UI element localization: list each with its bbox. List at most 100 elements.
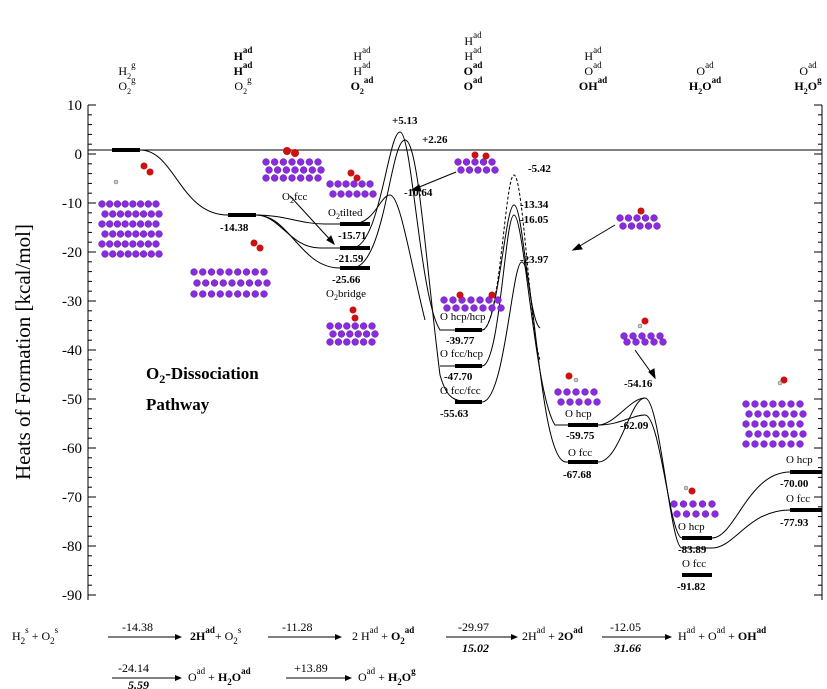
value-m70-00: -70.00	[780, 478, 809, 490]
state-header-line: Oad	[696, 60, 714, 78]
molecule-thumbnails	[98, 147, 807, 518]
site-o2tilted: O2tilted	[328, 207, 363, 221]
y-tick-label: -10	[62, 196, 82, 212]
site-labels: O2fcc O2tilted O2bridge O hcp/hcp O fcc/…	[282, 191, 813, 570]
state-header-line: Had	[353, 45, 371, 63]
barrier-m16-05: -16.05	[520, 214, 549, 226]
state-header-line: Had	[234, 60, 253, 78]
svg-text:H2s + O2s: H2s + O2s	[12, 625, 59, 646]
cluster-thumb-1	[98, 162, 163, 258]
step-2: -11.28	[282, 620, 313, 634]
step-4b: 31.66	[613, 641, 641, 655]
value-m14-38: -14.38	[220, 222, 249, 234]
slab-thumb-10	[670, 485, 719, 518]
state-headers: H2gO2gHadHadO2gHadHadO2adHadHadOadOadHad…	[118, 30, 822, 96]
y-tick-label: -60	[62, 441, 82, 457]
state-header-line: OHad	[579, 75, 607, 93]
y-tick-label: -30	[62, 294, 82, 310]
state-header-line: Had	[234, 45, 253, 63]
site-ofcc3: O fcc	[786, 493, 810, 505]
site-ofccfcc: O fcc/fcc	[440, 385, 481, 397]
site-ohcp2: O hcp	[678, 521, 705, 533]
state-header-line: H2g	[118, 60, 136, 81]
state-header-line: Oad	[464, 75, 483, 93]
svg-text:Had + Oad + OHad: Had + Oad + OHad	[678, 625, 766, 643]
state-header-line: Had	[353, 60, 371, 78]
state-header-line: H2Og	[794, 75, 822, 96]
barrier-values: +5.13 +2.26 -10.64 -5.42 -13.34 -16.05 -…	[392, 115, 653, 432]
path-o2fcc	[255, 131, 541, 331]
path-o2tilted	[255, 194, 426, 321]
value-m39-77: -39.77	[446, 335, 475, 347]
barrier-m54-16: -54.16	[624, 378, 653, 390]
state-header-line: Had	[464, 45, 482, 63]
value-m25-66: -25.66	[332, 274, 361, 286]
y-tick-label: -90	[62, 588, 82, 604]
state-header-line: Oad	[799, 60, 817, 78]
state-header-line: Oad	[464, 60, 483, 78]
state-header-line: O2g	[118, 75, 136, 96]
step-3b: 15.02	[462, 641, 489, 655]
state-header-line: H2Oad	[689, 75, 721, 96]
site-o2fcc: O2fcc	[282, 191, 307, 205]
slab-thumb-2	[262, 147, 325, 182]
slab-thumb-3	[326, 169, 377, 198]
step-6: +13.89	[294, 661, 328, 675]
state-header-line: O2g	[234, 75, 252, 96]
state-header-line: Oad	[584, 60, 602, 78]
svg-text:Oad + H2Oad: Oad + H2Oad	[188, 666, 251, 687]
reaction-paths	[139, 131, 822, 549]
barrier-m5-42: -5.42	[528, 163, 551, 175]
slab-thumb-7	[616, 207, 661, 230]
level-values: -14.38 -15.71 -21.59 -25.66 -39.77 -47.7…	[220, 222, 809, 593]
chart-title-line2: Pathway	[146, 395, 210, 414]
path-dashed-barrier	[481, 174, 541, 361]
site-ohcp3: O hcp	[786, 454, 813, 466]
step-5: -24.14	[118, 661, 149, 675]
site-ohcp1: O hcp	[565, 408, 592, 420]
y-tick-label: -40	[62, 343, 82, 359]
value-m77-93: -77.93	[780, 517, 809, 529]
site-ofcchcp: O fcc/hcp	[440, 348, 484, 360]
y-tick-label: -80	[62, 539, 82, 555]
svg-text:Oad + H2Og: Oad + H2Og	[358, 666, 416, 687]
state-header-line: O2ad	[351, 75, 374, 96]
annotation-arrows	[289, 171, 656, 380]
y-tick-label: 0	[75, 147, 83, 163]
y-axis-label: Heats of Formation [kcal/mol]	[11, 224, 35, 480]
energy-levels	[112, 148, 822, 577]
value-m59-75: -59.75	[566, 430, 595, 442]
slab-thumb-5	[454, 151, 499, 174]
barrier-m62-09: -62.09	[620, 420, 649, 432]
site-ohcphcp: O hcp/hcp	[440, 311, 486, 323]
svg-text:2Had + 2Oad: 2Had + 2Oad	[522, 625, 583, 643]
svg-text:2Had+ O2s: 2Had+ O2s	[190, 625, 242, 646]
site-ofcc1: O fcc	[568, 447, 592, 459]
step-5b: 5.59	[128, 678, 149, 689]
y-ticks: 10 0 -10 -20 -30 -40 -50 -60 -70 -80 -90	[62, 98, 822, 604]
reaction-equation: H2s + O2s -14.38 2Had+ O2s -11.28 2 Had …	[12, 620, 766, 689]
value-m67-68: -67.68	[563, 469, 592, 481]
y-tick-label: 10	[67, 98, 82, 114]
slab-thumb-9	[554, 372, 601, 406]
path-fcchcp	[440, 214, 646, 426]
step-1: -14.38	[122, 620, 153, 634]
path-ohcp	[597, 414, 822, 539]
site-o2bridge: O2bridge	[326, 288, 366, 302]
slab-thumb-6	[440, 291, 505, 312]
state-header-line: Had	[464, 30, 482, 48]
chart-title: O2-Dissociation	[146, 364, 259, 386]
value-m21-59: -21.59	[335, 253, 364, 265]
barrier-p5-13: +5.13	[392, 115, 418, 127]
barrier-m13-34: -13.34	[520, 199, 549, 211]
state-header-line: Had	[584, 45, 602, 63]
y-tick-label: -50	[62, 392, 82, 408]
y-tick-label: -70	[62, 490, 82, 506]
step-4: -12.05	[610, 620, 641, 634]
site-ofcc2: O fcc	[682, 558, 706, 570]
step-3: -29.97	[458, 620, 489, 634]
barrier-m23-97: -23.97	[520, 254, 549, 266]
barrier-p2-26: +2.26	[422, 134, 448, 146]
y-tick-label: -20	[62, 245, 82, 261]
